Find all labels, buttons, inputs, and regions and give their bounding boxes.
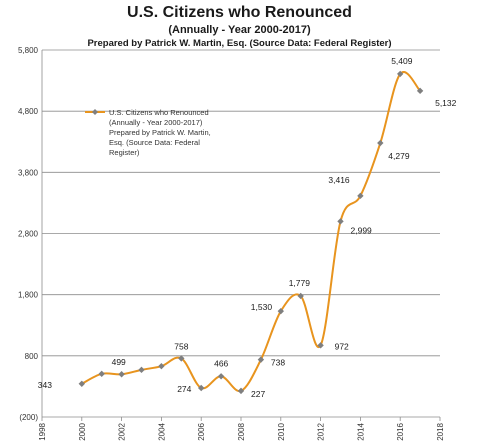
data-point	[397, 70, 404, 78]
x-tick-label: 2002	[118, 422, 127, 440]
data-point	[297, 292, 304, 300]
chart-subtitle: (Annually - Year 2000-2017)	[168, 24, 311, 36]
x-tick-label: 2012	[317, 422, 326, 440]
y-tick-label: 800	[25, 352, 39, 361]
y-tick-label: 4,800	[18, 107, 39, 116]
x-tick-label: 2014	[356, 422, 365, 440]
data-label: 758	[174, 341, 188, 351]
x-tick-label: 2010	[277, 422, 286, 440]
x-tick-label: 2008	[237, 422, 246, 440]
y-tick-label: 3,800	[18, 168, 39, 177]
data-point	[377, 139, 384, 147]
axes: (200) 800 1,800 2,800 3,800 4,800 5,800 1998 200…	[18, 46, 445, 441]
data-point	[158, 362, 165, 370]
x-tick-label: 2018	[436, 422, 445, 440]
data-label: 3,416	[328, 175, 350, 185]
data-label: 343	[38, 380, 52, 390]
data-point	[277, 307, 284, 315]
x-tick-label: 1998	[38, 422, 47, 440]
data-point	[98, 370, 105, 378]
data-point	[237, 387, 245, 395]
data-point	[217, 373, 225, 380]
data-point	[198, 384, 205, 392]
data-point	[317, 342, 324, 349]
data-point	[118, 371, 125, 378]
x-tick-label: 2004	[157, 422, 166, 440]
y-tick-label: 1,800	[18, 291, 39, 300]
data-label: 972	[335, 341, 349, 351]
data-label: 1,779	[289, 278, 311, 288]
data-point	[416, 87, 424, 95]
legend-swatch-marker	[92, 109, 98, 115]
legend-label: Prepared by Patrick W. Martin,	[109, 128, 211, 137]
data-point	[257, 356, 265, 363]
data-point	[337, 218, 344, 225]
data-point	[138, 366, 145, 374]
data-label: 466	[214, 358, 228, 368]
data-label: 4,279	[388, 151, 410, 161]
data-label: 274	[177, 384, 191, 394]
data-label: 2,999	[351, 225, 373, 235]
data-point	[357, 192, 364, 200]
legend-label: (Annually - Year 2000-2017)	[109, 118, 203, 127]
chart-source-note: Prepared by Patrick W. Martin, Esq. (Sou…	[87, 38, 392, 49]
chart-title: U.S. Citizens who Renounced	[127, 4, 352, 21]
legend: U.S. Citizens who Renounced(Annually - Y…	[85, 108, 211, 157]
data-labels: 343 499 758 274 466 227 738 1,530 1,779 972 2,999 3…	[38, 56, 457, 399]
x-tick-label: 2000	[78, 422, 87, 440]
legend-label: Register)	[109, 148, 140, 157]
data-label: 5,409	[391, 56, 413, 66]
data-point	[78, 380, 85, 387]
y-tick-label: (200)	[19, 413, 38, 422]
data-label: 1,530	[251, 302, 273, 312]
y-tick-label: 5,800	[18, 46, 39, 55]
legend-label: U.S. Citizens who Renounced	[109, 108, 209, 117]
legend-label: Esq. (Source Data: Federal	[109, 138, 200, 147]
data-point	[178, 355, 185, 362]
data-label: 5,132	[435, 98, 457, 108]
x-tick-label: 2016	[396, 422, 405, 440]
gridlines	[42, 49, 440, 357]
data-label: 499	[112, 357, 126, 367]
data-label: 738	[271, 358, 285, 368]
x-tick-label: 2006	[197, 422, 206, 440]
y-tick-label: 2,800	[18, 230, 39, 239]
data-label: 227	[251, 389, 265, 399]
series-layer	[78, 70, 424, 395]
